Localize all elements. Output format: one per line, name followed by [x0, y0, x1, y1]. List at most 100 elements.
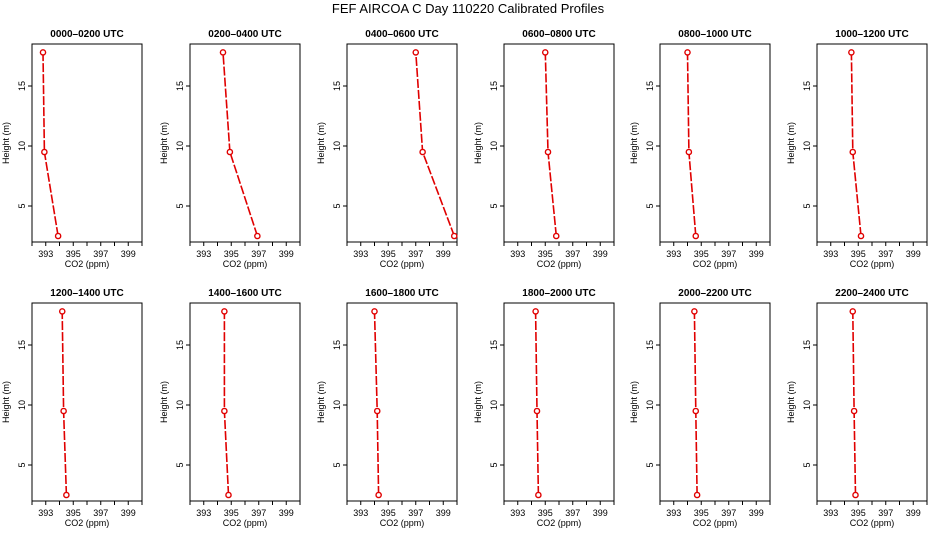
data-point [412, 49, 420, 56]
x-tick-label: 393 [823, 508, 838, 518]
panel-title: 0400–0600 UTC [365, 29, 438, 40]
x-tick-label: 395 [224, 508, 239, 518]
y-tick-label: 15 [802, 340, 812, 350]
panel-title: 0800–1000 UTC [678, 29, 751, 40]
panel-title: 1200–1400 UTC [50, 288, 123, 299]
x-tick-label: 395 [538, 508, 553, 518]
profile-line [686, 52, 697, 237]
plot-frame [816, 43, 928, 243]
data-point [848, 49, 855, 56]
y-tick-label: 10 [332, 141, 342, 151]
profile-line [852, 311, 857, 496]
data-point [852, 491, 859, 499]
x-tick-label: 395 [66, 249, 81, 259]
panel-title: 2200–2400 UTC [835, 288, 908, 299]
data-point [60, 407, 67, 415]
panel-title: 2000–2200 UTC [678, 288, 751, 299]
panel-title: 1800–2000 UTC [522, 288, 595, 299]
chart-panel: 0800–1000 UTC 393 395 397 399 5 10 15 CO2 (ppm) H… [629, 29, 771, 269]
data-point [58, 308, 66, 315]
data-point [535, 491, 542, 499]
y-axis-label: Height (m) [473, 122, 483, 164]
x-tick-label: 393 [353, 249, 368, 259]
data-point [850, 407, 858, 415]
x-tick-label: 395 [224, 249, 239, 259]
data-point [54, 232, 62, 240]
x-tick-label: 399 [593, 249, 608, 259]
y-tick-label: 10 [645, 400, 655, 410]
data-point [552, 232, 560, 240]
plot-frame [659, 302, 771, 502]
y-tick-label: 15 [802, 81, 812, 91]
y-tick-label: 10 [489, 400, 499, 410]
x-tick-label: 399 [749, 249, 764, 259]
x-tick-label: 399 [279, 508, 294, 518]
x-axis-label: CO2 (ppm) [380, 518, 425, 528]
data-point [39, 49, 47, 56]
x-tick-label: 395 [66, 508, 81, 518]
x-tick-label: 395 [851, 508, 866, 518]
x-tick-label: 393 [510, 249, 525, 259]
x-tick-label: 397 [408, 249, 423, 259]
y-tick-label: 5 [332, 462, 342, 467]
x-tick-label: 395 [694, 249, 709, 259]
x-axis-label: CO2 (ppm) [380, 259, 425, 269]
y-axis-label: Height (m) [1, 122, 11, 164]
x-tick-label: 397 [721, 508, 736, 518]
data-point [371, 308, 378, 315]
y-tick-label: 5 [332, 203, 342, 208]
y-tick-label: 10 [802, 141, 812, 151]
y-tick-label: 10 [17, 400, 27, 410]
x-axis-label: CO2 (ppm) [223, 518, 268, 528]
x-axis-label: CO2 (ppm) [537, 518, 582, 528]
panel-title: 0200–0400 UTC [208, 29, 281, 40]
x-axis-label: CO2 (ppm) [850, 259, 895, 269]
profile-line [223, 311, 230, 496]
x-tick-label: 397 [408, 508, 423, 518]
data-point [532, 308, 539, 315]
data-point [692, 407, 700, 415]
y-axis-label: Height (m) [473, 381, 483, 423]
y-tick-label: 10 [175, 400, 185, 410]
panel-title: 0600–0800 UTC [522, 29, 595, 40]
x-tick-label: 395 [381, 249, 396, 259]
x-tick-label: 399 [436, 249, 451, 259]
chart-panel: 1000–1200 UTC 393 395 397 399 5 10 15 CO2 (ppm) H… [786, 29, 928, 269]
data-point [219, 49, 227, 56]
x-tick-label: 393 [666, 249, 681, 259]
chart-panel: 2200–2400 UTC 393 395 397 399 5 10 15 CO2 (ppm) H… [786, 288, 928, 528]
y-tick-label: 15 [489, 340, 499, 350]
plot-frame [659, 43, 771, 243]
data-point [693, 491, 701, 499]
y-axis-label: Height (m) [316, 122, 326, 164]
x-tick-label: 397 [721, 249, 736, 259]
y-tick-label: 10 [645, 141, 655, 151]
plot-frame [189, 43, 301, 243]
y-axis-label: Height (m) [316, 381, 326, 423]
data-point [857, 232, 865, 240]
plot-frame [346, 302, 458, 502]
y-tick-label: 15 [332, 81, 342, 91]
y-tick-label: 5 [175, 462, 185, 467]
profile-line [222, 52, 259, 237]
data-point [684, 49, 691, 56]
data-point [226, 148, 234, 156]
y-tick-label: 5 [489, 203, 499, 208]
chart-panel: 1200–1400 UTC 393 395 397 399 5 10 15 CO2 (ppm) H… [1, 288, 143, 528]
x-axis-label: CO2 (ppm) [850, 518, 895, 528]
profile-line [373, 311, 380, 496]
x-tick-label: 397 [878, 249, 893, 259]
y-tick-label: 5 [645, 203, 655, 208]
data-point [849, 148, 857, 156]
x-axis-label: CO2 (ppm) [65, 518, 110, 528]
y-tick-label: 5 [802, 462, 812, 467]
data-point [373, 407, 381, 415]
x-axis-label: CO2 (ppm) [223, 259, 268, 269]
y-tick-label: 5 [175, 203, 185, 208]
x-tick-label: 397 [251, 249, 266, 259]
plot-frame [346, 43, 458, 243]
data-point [254, 232, 261, 240]
y-tick-label: 15 [489, 81, 499, 91]
plot-frame [31, 302, 143, 502]
